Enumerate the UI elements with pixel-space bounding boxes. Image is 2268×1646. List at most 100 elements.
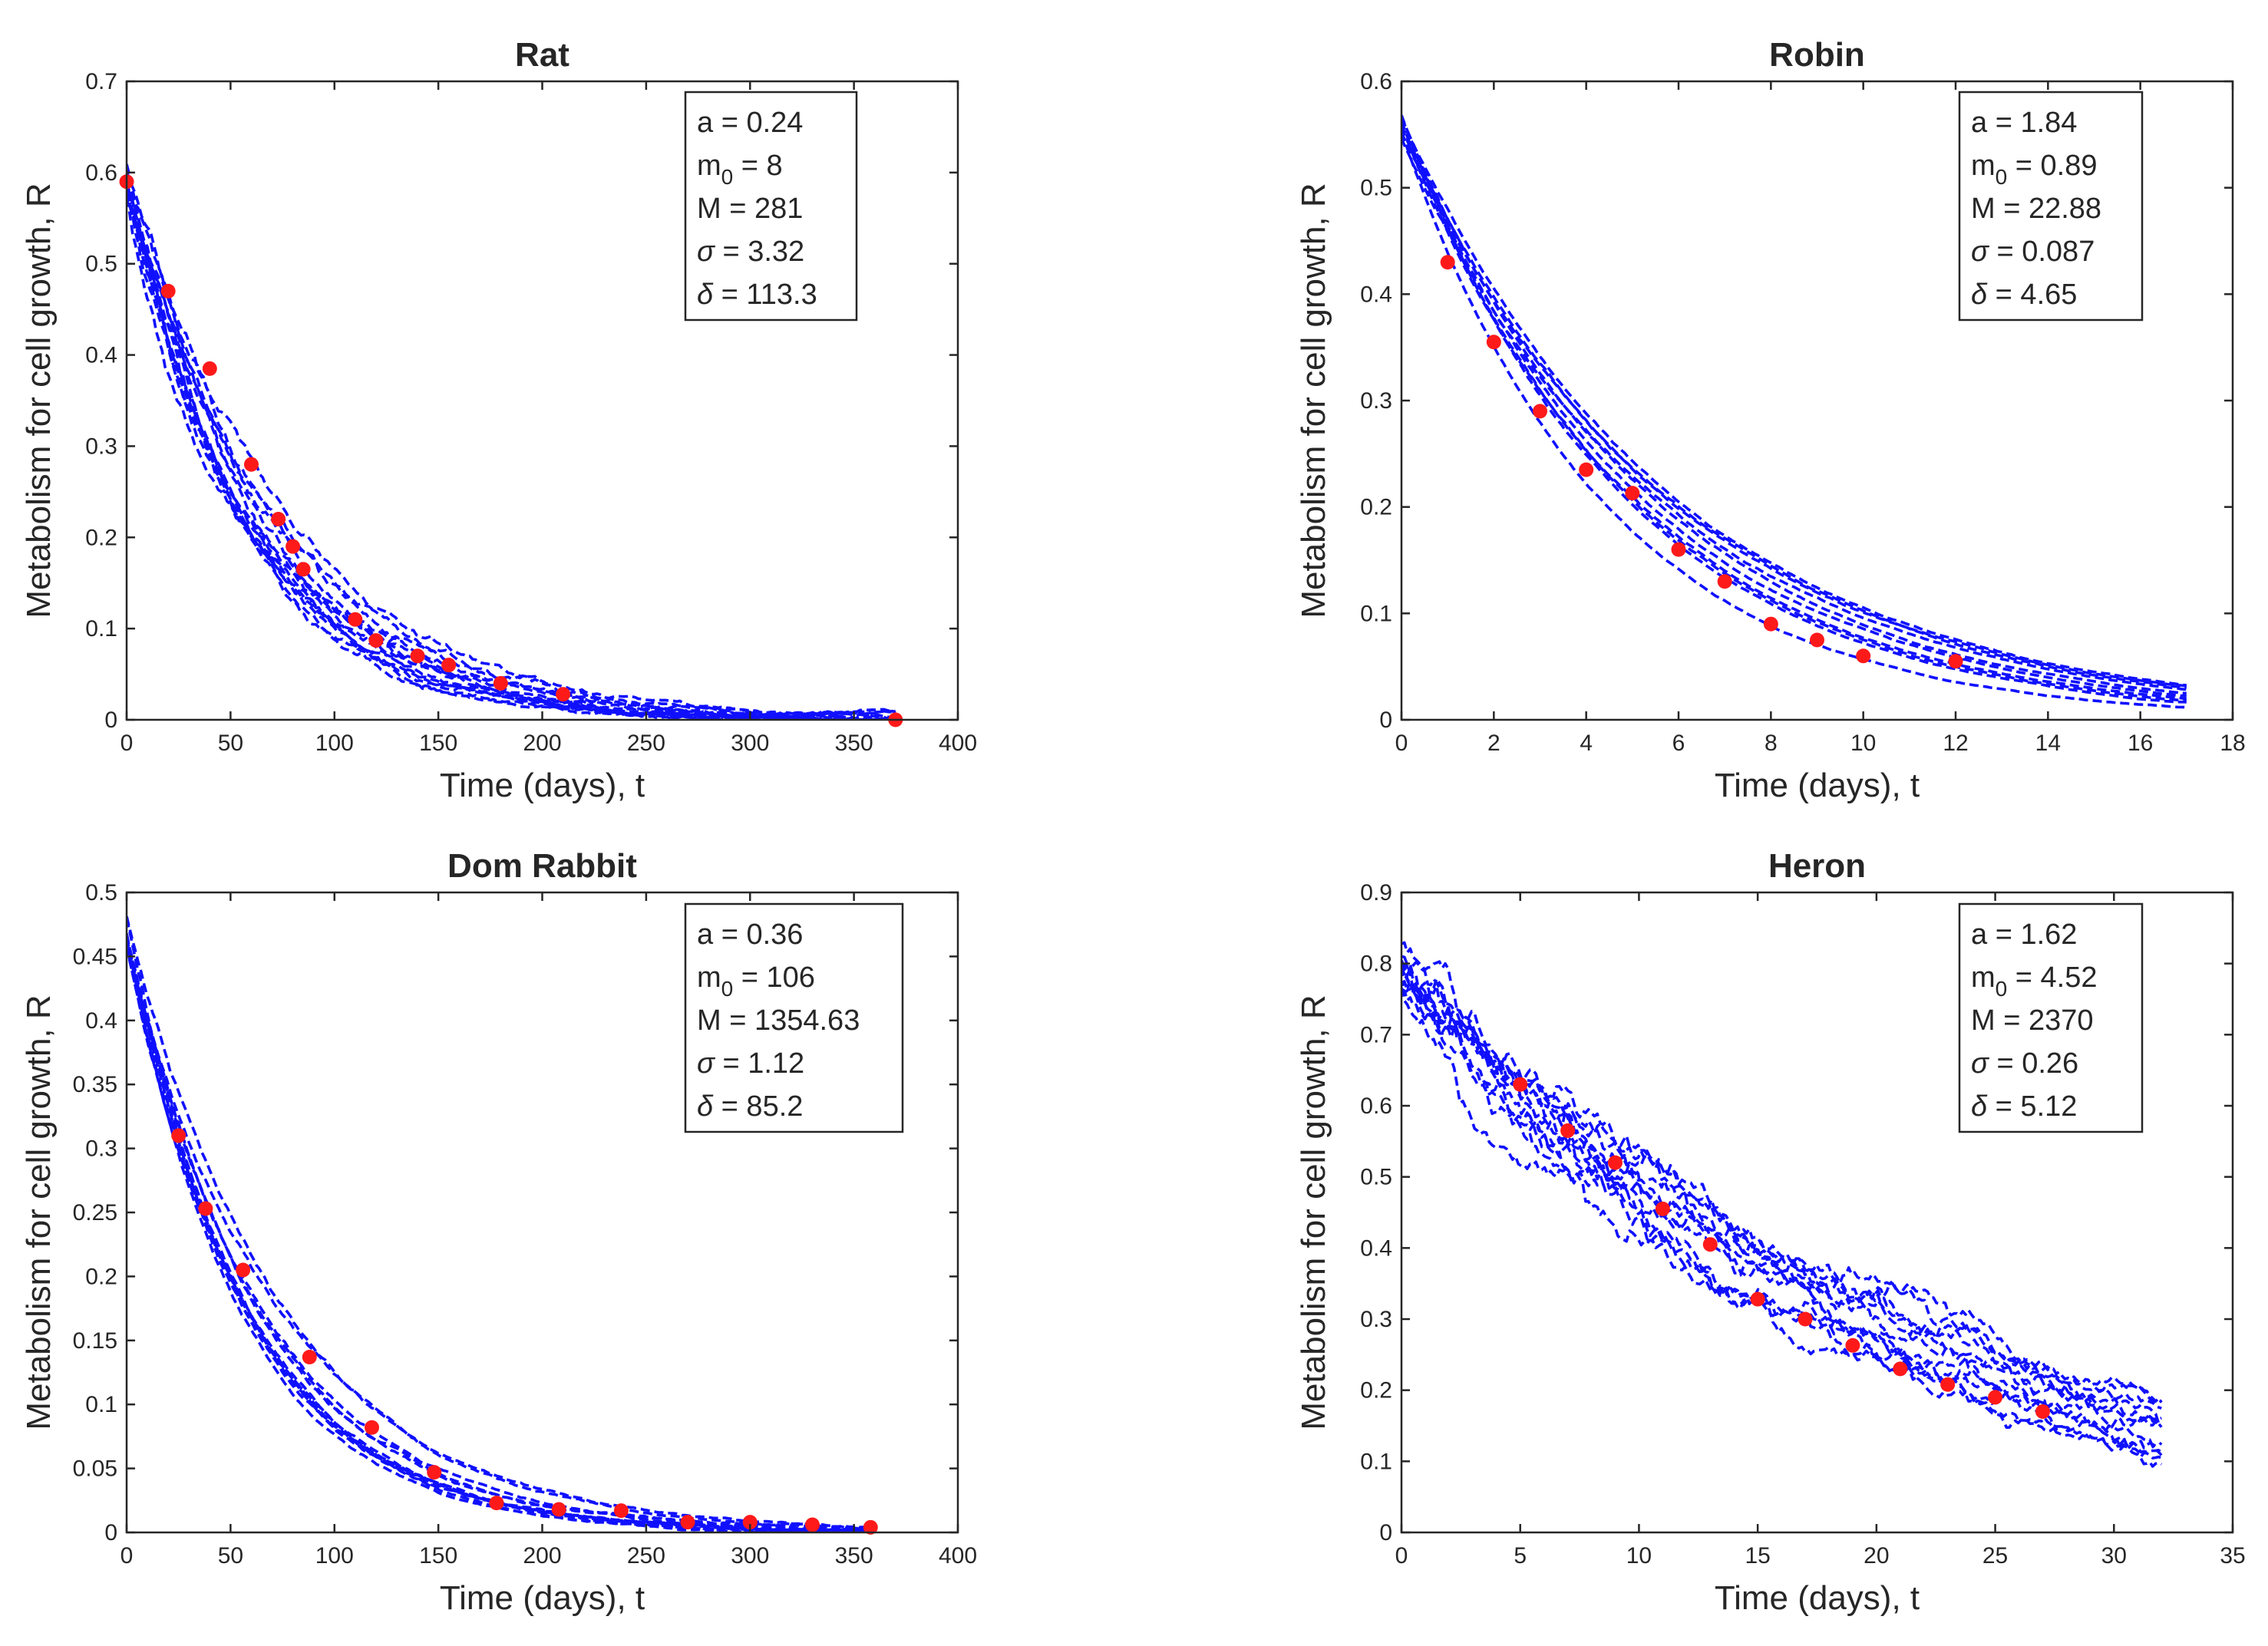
chart-heron: 0 5 10 15 20 25 30 35 0 0.1 0.2 0.3 0.4 0.5 0.6 0.7 0.8 0… xyxy=(1295,847,2246,1617)
x-axis-label: Time (days), t xyxy=(1715,1579,1920,1617)
observed-point xyxy=(295,562,311,577)
x-axis-label: Time (days), t xyxy=(440,1579,645,1617)
parameter-label: m0 = 4.52 xyxy=(1971,962,2098,1001)
observed-point xyxy=(441,658,457,673)
simulation-path xyxy=(1401,965,2163,1404)
x-tick-label: 5 xyxy=(1514,1543,1527,1568)
simulation-path xyxy=(1401,117,2187,695)
observed-point xyxy=(364,1420,379,1435)
parameter-box xyxy=(684,91,858,322)
observed-point xyxy=(489,1496,504,1511)
x-tick-label: 8 xyxy=(1765,731,1778,756)
y-tick-label: 0.1 xyxy=(85,616,117,642)
x-tick-label: 10 xyxy=(1850,731,1876,756)
y-tick-label: 0.3 xyxy=(85,1136,117,1162)
y-axis-label: Metabolism for cell growth, R xyxy=(20,183,58,618)
simulation-path xyxy=(1401,126,2187,701)
simulation-path xyxy=(1401,955,2162,1460)
simulation-path xyxy=(1401,131,2187,709)
observed-points xyxy=(1513,1077,2050,1419)
y-tick-label: 0.1 xyxy=(85,1392,117,1417)
observed-point xyxy=(1486,335,1501,350)
y-tick-label: 0.45 xyxy=(73,944,117,969)
y-tick-label: 0 xyxy=(104,708,117,733)
chart-title: Rat xyxy=(515,36,569,74)
parameter-label: σ = 0.26 xyxy=(1971,1047,2078,1080)
x-tick-label: 12 xyxy=(1943,731,1968,756)
parameter-label: m0 = 8 xyxy=(697,150,783,189)
x-tick-label: 2 xyxy=(1487,731,1500,756)
simulation-path xyxy=(1401,981,2162,1427)
simulation-path xyxy=(1401,131,2187,688)
y-tick-label: 0.5 xyxy=(85,880,117,905)
y-tick-label: 0.3 xyxy=(1360,1307,1392,1332)
x-tick-label: 250 xyxy=(627,1543,665,1568)
x-axis-label: Time (days), t xyxy=(1715,767,1920,804)
y-tick-label: 0.35 xyxy=(73,1072,117,1097)
y-tick-label: 0.4 xyxy=(1360,282,1392,307)
simulation-paths xyxy=(127,163,896,720)
observed-point xyxy=(302,1349,317,1364)
observed-point xyxy=(863,1519,878,1535)
observed-point xyxy=(1763,616,1778,632)
observed-point xyxy=(804,1517,820,1532)
y-tick-label: 0.5 xyxy=(1360,176,1392,201)
observed-point xyxy=(742,1515,758,1530)
x-tick-label: 50 xyxy=(218,1543,243,1568)
y-tick-label: 0.6 xyxy=(85,160,117,186)
chart-dom-rabbit: 0 50 100 150 200 250 300 350 400 0 0.05 0.1 0.15 0.2 0… xyxy=(20,847,977,1617)
simulation-path xyxy=(1401,987,2163,1450)
y-tick-label: 0.15 xyxy=(73,1328,117,1354)
observed-point xyxy=(1810,632,1824,648)
observed-point xyxy=(410,648,425,664)
observed-points xyxy=(119,174,903,727)
x-tick-label: 35 xyxy=(2220,1543,2245,1568)
observed-point xyxy=(680,1515,695,1530)
x-tick-label: 0 xyxy=(1395,1543,1408,1568)
y-tick-label: 0 xyxy=(1379,1520,1392,1545)
x-tick-label: 0 xyxy=(1395,731,1408,756)
observed-point xyxy=(556,687,571,702)
parameter-label: m0 = 0.89 xyxy=(1971,150,2098,189)
parameter-label: m0 = 106 xyxy=(697,962,815,1001)
x-tick-label: 350 xyxy=(835,1543,873,1568)
y-tick-label: 0.2 xyxy=(85,1264,117,1289)
chart-title: Robin xyxy=(1769,36,1865,74)
x-tick-label: 250 xyxy=(627,731,665,756)
observed-point xyxy=(271,512,286,527)
x-tick-label: 0 xyxy=(120,1543,134,1568)
parameter-label: δ = 113.3 xyxy=(697,279,817,311)
observed-points xyxy=(1440,255,1963,669)
x-tick-label: 300 xyxy=(731,1543,769,1568)
observed-point xyxy=(1856,648,1871,664)
y-tick-label: 0.05 xyxy=(73,1456,117,1482)
observed-point xyxy=(1440,255,1455,270)
observed-point xyxy=(1625,486,1640,501)
x-tick-label: 200 xyxy=(523,731,561,756)
x-tick-label: 14 xyxy=(2035,731,2061,756)
y-tick-label: 0.1 xyxy=(1360,601,1392,626)
x-tick-label: 20 xyxy=(1864,1543,1889,1568)
parameter-label: M = 2370 xyxy=(1971,1004,2094,1037)
x-tick-label: 0 xyxy=(120,731,134,756)
simulation-paths xyxy=(1401,114,2187,709)
observed-point xyxy=(613,1503,629,1519)
y-tick-label: 0.7 xyxy=(85,69,117,94)
observed-point xyxy=(1671,542,1686,557)
x-tick-label: 350 xyxy=(835,731,873,756)
x-tick-label: 150 xyxy=(419,1543,457,1568)
y-tick-label: 0.4 xyxy=(85,1008,117,1034)
y-tick-label: 0.8 xyxy=(1360,952,1392,977)
parameter-label: a = 1.84 xyxy=(1971,107,2077,139)
y-tick-label: 0.9 xyxy=(1360,880,1392,905)
y-axis-label: Metabolism for cell growth, R xyxy=(20,995,58,1430)
chart-title: Dom Rabbit xyxy=(447,847,637,885)
chart-rat: 0 50 100 150 200 250 300 350 400 0 0.1 0.2 0.3 0.4 0.5… xyxy=(20,36,977,804)
observed-point xyxy=(171,1128,187,1143)
observed-point xyxy=(1533,404,1547,419)
observed-point xyxy=(1579,462,1594,477)
observed-point xyxy=(243,457,259,472)
simulation-path xyxy=(1401,114,2187,704)
observed-points xyxy=(171,1128,878,1535)
